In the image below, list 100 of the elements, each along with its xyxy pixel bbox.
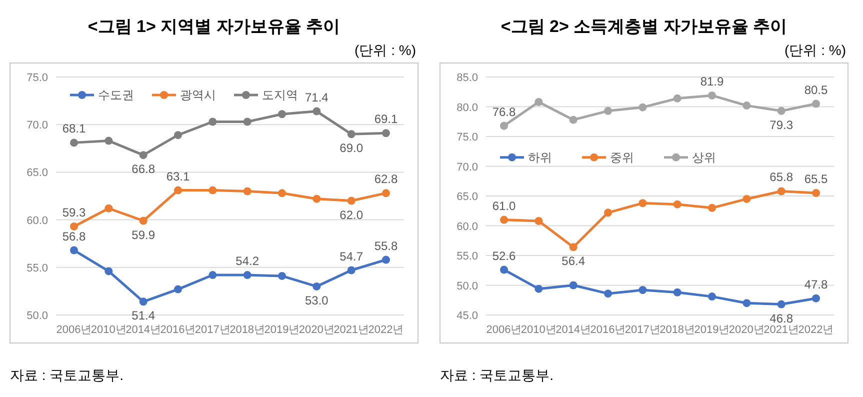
legend-label: 상위 [692, 150, 716, 164]
text: 자료 : 국토교통부. [440, 367, 554, 383]
point [278, 272, 286, 280]
x-tick-label: 2014년 [126, 324, 162, 336]
point [812, 189, 820, 198]
point [347, 266, 356, 274]
x-tick-label: 2021년 [334, 324, 370, 336]
x-tick-label: 2006년 [486, 324, 522, 336]
data-label: 56.4 [562, 254, 586, 268]
point [638, 103, 647, 112]
point [569, 116, 578, 124]
point [812, 100, 820, 108]
point [708, 292, 716, 301]
data-label: 65.8 [770, 170, 794, 184]
chart-subtitle: (단위 : %) [784, 42, 846, 58]
data-label: 62.0 [340, 208, 364, 222]
data-label: 79.3 [770, 118, 794, 132]
x-tick-label: 2020년 [728, 324, 764, 336]
data-label: 66.8 [132, 162, 156, 176]
x-tick-label: 2021년 [764, 324, 800, 336]
point [139, 151, 148, 160]
text: 자료 : 국토교통부. [10, 367, 124, 383]
point [708, 204, 716, 212]
data-label: 81.9 [700, 74, 724, 88]
x-tick-label: 2022년 [798, 324, 834, 336]
point [174, 131, 182, 140]
point [208, 271, 217, 280]
data-label: 52.6 [492, 248, 516, 263]
legend-label: 중위 [610, 150, 634, 164]
point [604, 208, 612, 217]
point [708, 91, 716, 100]
point [382, 129, 390, 138]
y-tick-label: 80.0 [456, 102, 478, 114]
data-label: 55.8 [374, 238, 398, 253]
point [604, 290, 612, 298]
data-label: 54.2 [236, 254, 260, 268]
data-label: 46.8 [770, 311, 794, 326]
y-tick-label: 85.0 [456, 72, 478, 84]
x-tick-label: 2022년 [368, 324, 404, 336]
point [347, 130, 356, 138]
point [208, 186, 217, 194]
x-tick-label: 2019년 [694, 324, 730, 336]
data-label: 61.0 [492, 198, 516, 213]
point [777, 300, 786, 308]
data-label: 68.1 [62, 122, 86, 136]
data-label: 76.8 [492, 104, 516, 119]
point [243, 118, 252, 126]
y-tick-label: 50.0 [456, 280, 478, 292]
point [104, 136, 113, 145]
point [278, 110, 286, 118]
point [534, 284, 543, 293]
y-tick-label: 75.0 [26, 72, 48, 84]
point [500, 216, 508, 224]
data-label: 54.7 [340, 249, 364, 264]
point [70, 246, 78, 254]
point [174, 285, 182, 294]
y-tick-label: 55.0 [26, 262, 48, 274]
point [638, 286, 647, 294]
point [673, 200, 682, 208]
point [70, 222, 78, 230]
point [534, 216, 543, 225]
point [569, 243, 578, 252]
data-label: 69.1 [374, 112, 398, 126]
point [382, 256, 390, 264]
point [742, 299, 751, 308]
y-tick-label: 70.0 [26, 120, 48, 132]
data-label: 62.8 [374, 172, 398, 186]
point [673, 288, 682, 296]
point [604, 106, 612, 115]
point [312, 282, 321, 290]
x-tick-label: 2019년 [264, 324, 300, 336]
point [104, 204, 113, 212]
point [243, 271, 252, 280]
x-tick-label: 2014년 [556, 324, 592, 336]
data-label: 63.1 [166, 169, 190, 184]
x-tick-label: 2020년 [298, 324, 334, 336]
x-tick-label: 2006년 [56, 324, 92, 336]
data-label: 65.5 [804, 172, 828, 186]
point [812, 294, 820, 302]
point [139, 216, 148, 225]
y-tick-label: 60.0 [456, 220, 478, 233]
x-tick-label: 2010년 [90, 324, 126, 336]
point [777, 187, 786, 196]
chart-subtitle: (단위 : %) [354, 42, 416, 58]
data-label: 53.0 [304, 293, 329, 308]
point [500, 266, 508, 274]
data-label: 51.4 [132, 308, 156, 323]
point [382, 189, 390, 198]
point [312, 107, 321, 116]
point [347, 196, 356, 205]
data-label: 47.8 [804, 277, 828, 292]
point [208, 118, 217, 126]
y-tick-label: 50.0 [26, 310, 48, 322]
point [174, 186, 182, 194]
point [500, 122, 508, 130]
data-label: 59.3 [62, 205, 86, 220]
chart-title: <그림 2> 소득계층별 자가보유율 추이 [500, 17, 788, 36]
legend-label: 도지역 [262, 88, 298, 102]
point [70, 138, 78, 147]
x-tick-label: 2017년 [194, 324, 230, 336]
